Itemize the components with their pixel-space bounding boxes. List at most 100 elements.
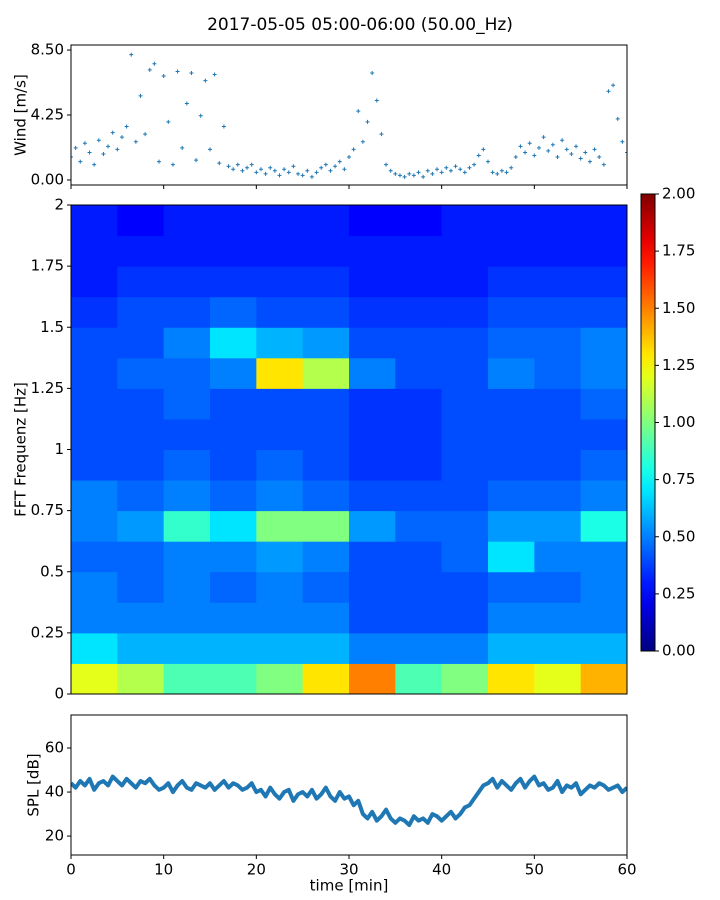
heat-cell <box>71 357 118 389</box>
heat-cell <box>395 235 443 267</box>
heat-cell <box>534 388 582 420</box>
wind-point <box>597 155 602 160</box>
heat-cell <box>534 602 582 634</box>
heat-cell <box>256 418 304 450</box>
wind-point <box>106 144 111 149</box>
colorbar-tick-label: 0.25 <box>662 584 695 602</box>
heat-cell <box>441 296 489 328</box>
heat-cell <box>441 541 489 573</box>
heat-cell <box>256 205 304 237</box>
heat-cell <box>349 571 396 603</box>
heat-cell <box>580 510 627 542</box>
figure-title: 2017-05-05 05:00-06:00 (50.00_Hz) <box>207 15 513 35</box>
heat-cell <box>71 418 118 450</box>
heat-cell <box>71 571 118 603</box>
heat-cell <box>210 449 257 481</box>
heat-cell <box>441 418 489 450</box>
wind-point <box>115 147 120 152</box>
heat-cell <box>349 205 396 237</box>
heat-cell <box>580 296 627 328</box>
wind-point <box>448 168 453 173</box>
wind-point <box>87 150 92 155</box>
colorbar-tick-label: 0.00 <box>662 642 695 660</box>
heat-cell <box>395 327 443 359</box>
heat-cell <box>441 571 489 603</box>
wind-point <box>472 162 477 167</box>
wind-point <box>110 130 115 135</box>
wind-point <box>291 164 296 169</box>
wind-point <box>536 145 541 150</box>
wind-point <box>333 164 338 169</box>
heat-cell <box>210 235 257 267</box>
wind-point <box>467 165 472 170</box>
heat-cell <box>534 296 582 328</box>
wind-point <box>518 144 523 149</box>
wind-point <box>458 167 463 172</box>
wind-point <box>574 144 579 149</box>
wind-point <box>486 159 490 164</box>
heat-cell <box>71 480 118 512</box>
wind-point <box>231 167 236 172</box>
wind-point <box>509 165 514 170</box>
heat-cell <box>163 418 211 450</box>
heat-cell <box>256 602 304 634</box>
heat-cell <box>488 602 535 634</box>
wind-point <box>397 173 402 178</box>
heat-cell <box>534 510 582 542</box>
wind-point <box>92 162 97 167</box>
heat-cell <box>488 205 535 237</box>
wind-point <box>407 171 412 176</box>
wind-point <box>282 167 287 172</box>
wind-point <box>601 162 606 167</box>
heat-cell <box>71 541 118 573</box>
heat-cell <box>163 357 211 389</box>
wind-point <box>235 162 240 167</box>
heat-cell <box>488 632 535 664</box>
wind-point <box>592 147 597 152</box>
y-tick-label: 0 <box>54 685 64 703</box>
wind-point <box>296 171 301 176</box>
wind-point <box>309 174 314 179</box>
wind-point <box>564 147 569 152</box>
heat-cell <box>302 632 350 664</box>
wind-point <box>360 139 365 144</box>
wind-point <box>527 141 532 146</box>
wind-point <box>194 158 199 163</box>
wind-point <box>166 119 171 124</box>
heat-cell <box>580 541 627 573</box>
wind-point <box>583 150 588 155</box>
wind-point <box>532 153 537 158</box>
heat-cell <box>256 327 304 359</box>
heat-cell <box>441 357 489 389</box>
heat-cell <box>302 205 350 237</box>
heat-cell <box>210 663 257 694</box>
heat-cell <box>349 266 396 298</box>
colorbar-tick-label: 1.25 <box>662 356 695 374</box>
heat-cell <box>117 480 165 512</box>
heat-cell <box>488 449 535 481</box>
heat-cell <box>580 418 627 450</box>
y-tick-label: 1 <box>54 440 64 458</box>
heat-cell <box>395 418 443 450</box>
wind-point <box>513 155 518 160</box>
heat-cell <box>117 266 165 298</box>
heat-cell <box>163 449 211 481</box>
heat-cell <box>71 510 118 542</box>
wind-point <box>490 170 495 175</box>
x-tick-label: 30 <box>339 861 358 879</box>
wind-point <box>615 116 620 121</box>
heat-cell <box>534 541 582 573</box>
heat-cell <box>117 418 165 450</box>
heat-cell <box>302 266 350 298</box>
heat-cell <box>210 510 257 542</box>
colorbar-tick-label: 2.00 <box>662 185 695 203</box>
wind-point <box>560 138 565 143</box>
heat-cell <box>441 266 489 298</box>
wind-point <box>351 147 356 152</box>
heat-cell <box>163 602 211 634</box>
heat-cell <box>534 235 582 267</box>
heat-cell <box>395 296 443 328</box>
heat-cell <box>488 571 535 603</box>
wind-point <box>277 173 282 178</box>
wind-point <box>212 72 217 77</box>
